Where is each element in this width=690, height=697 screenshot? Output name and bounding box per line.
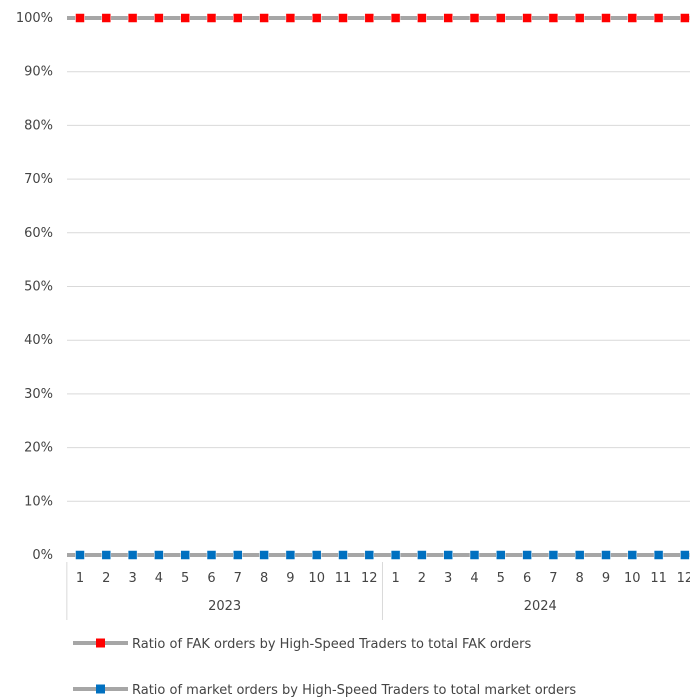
data-point-marker	[548, 13, 559, 23]
x-tick-label: 5	[181, 571, 189, 586]
x-tick-label: 3	[444, 571, 452, 586]
series-group	[67, 13, 690, 560]
data-point-marker	[469, 550, 480, 560]
data-point-marker	[75, 13, 85, 23]
data-point-marker	[311, 13, 322, 23]
y-tick-label: 0%	[32, 548, 53, 563]
data-point-marker	[522, 13, 532, 23]
x-tick-label: 5	[497, 571, 505, 586]
data-point-marker	[233, 550, 243, 560]
x-tick-label: 8	[260, 571, 268, 586]
data-point-marker	[574, 13, 585, 23]
x-tick-label: 9	[286, 571, 294, 586]
data-point-marker	[601, 13, 611, 23]
y-tick-label: 90%	[24, 65, 53, 80]
x-tick-label: 4	[155, 571, 163, 586]
x-tick-label: 10	[624, 571, 641, 586]
data-point-marker	[574, 550, 585, 560]
data-point-marker	[653, 550, 664, 560]
x-tick-label: 11	[335, 571, 352, 586]
x-tick-label: 11	[650, 571, 667, 586]
data-point-marker	[443, 13, 453, 23]
x-tick-label: 9	[602, 571, 610, 586]
data-point-marker	[180, 550, 190, 560]
x-tick-label: 1	[76, 571, 84, 586]
data-point-marker	[443, 550, 453, 560]
data-point-marker	[233, 13, 243, 23]
data-point-marker	[390, 13, 401, 23]
y-tick-label: 20%	[24, 441, 53, 456]
data-point-marker	[311, 550, 322, 560]
data-point-marker	[285, 13, 296, 23]
y-tick-label: 70%	[24, 172, 53, 187]
legend: Ratio of FAK orders by High-Speed Trader…	[73, 637, 576, 697]
y-tick-label: 40%	[24, 333, 53, 348]
data-point-marker	[364, 13, 375, 23]
data-point-marker	[259, 13, 269, 23]
x-tick-label: 2	[418, 571, 426, 586]
data-point-marker	[364, 550, 375, 560]
x-tick-label: 6	[207, 571, 215, 586]
y-axis-ticks: 0% 10% 20% 30% 40% 50% 60% 70% 80% 90% 100%	[16, 11, 53, 563]
legend-marker	[96, 638, 105, 648]
y-tick-label: 10%	[24, 494, 53, 509]
legend-label: Ratio of FAK orders by High-Speed Trader…	[132, 637, 531, 652]
data-point-marker	[390, 550, 401, 560]
data-point-marker	[469, 13, 480, 23]
gridlines	[67, 17, 690, 556]
data-point-marker	[627, 550, 638, 560]
y-tick-label: 50%	[24, 280, 53, 295]
data-point-marker	[496, 550, 506, 560]
x-tick-label: 2	[102, 571, 110, 586]
data-point-marker	[417, 550, 427, 560]
x-tick-label: 7	[234, 571, 242, 586]
x-tick-label: 3	[128, 571, 136, 586]
data-point-marker	[548, 550, 559, 560]
data-point-marker	[285, 550, 296, 560]
data-point-marker	[653, 13, 664, 23]
x-tick-label: 6	[523, 571, 531, 586]
data-point-marker	[101, 550, 112, 560]
data-point-marker	[101, 13, 112, 23]
x-group-label: 2023	[208, 599, 241, 614]
data-point-marker	[496, 13, 506, 23]
data-point-marker	[154, 550, 164, 560]
data-point-marker	[417, 13, 427, 23]
data-point-marker	[601, 550, 611, 560]
y-tick-label: 80%	[24, 118, 53, 133]
data-point-marker	[259, 550, 269, 560]
data-point-marker	[206, 550, 217, 560]
y-tick-label: 60%	[24, 226, 53, 241]
data-point-marker	[127, 550, 138, 560]
x-tick-label: 4	[470, 571, 478, 586]
data-point-marker	[75, 550, 85, 560]
data-point-marker	[127, 13, 138, 23]
x-tick-label: 12	[361, 571, 378, 586]
x-tick-label: 8	[576, 571, 584, 586]
data-point-marker	[680, 13, 690, 23]
y-tick-label: 30%	[24, 387, 53, 402]
data-point-marker	[206, 13, 217, 23]
data-point-marker	[680, 550, 690, 560]
x-tick-label: 10	[308, 571, 325, 586]
x-tick-label: 7	[549, 571, 557, 586]
data-point-marker	[522, 550, 532, 560]
x-group-label: 2024	[524, 599, 557, 614]
data-point-marker	[180, 13, 190, 23]
legend-label: Ratio of market orders by High-Speed Tra…	[132, 683, 576, 697]
data-point-marker	[154, 13, 164, 23]
data-point-marker	[627, 13, 638, 23]
x-tick-label: 12	[677, 571, 690, 586]
data-point-marker	[338, 550, 348, 560]
legend-marker	[96, 684, 105, 694]
x-tick-label: 1	[391, 571, 399, 586]
y-tick-label: 100%	[16, 11, 53, 26]
data-point-marker	[338, 13, 348, 23]
